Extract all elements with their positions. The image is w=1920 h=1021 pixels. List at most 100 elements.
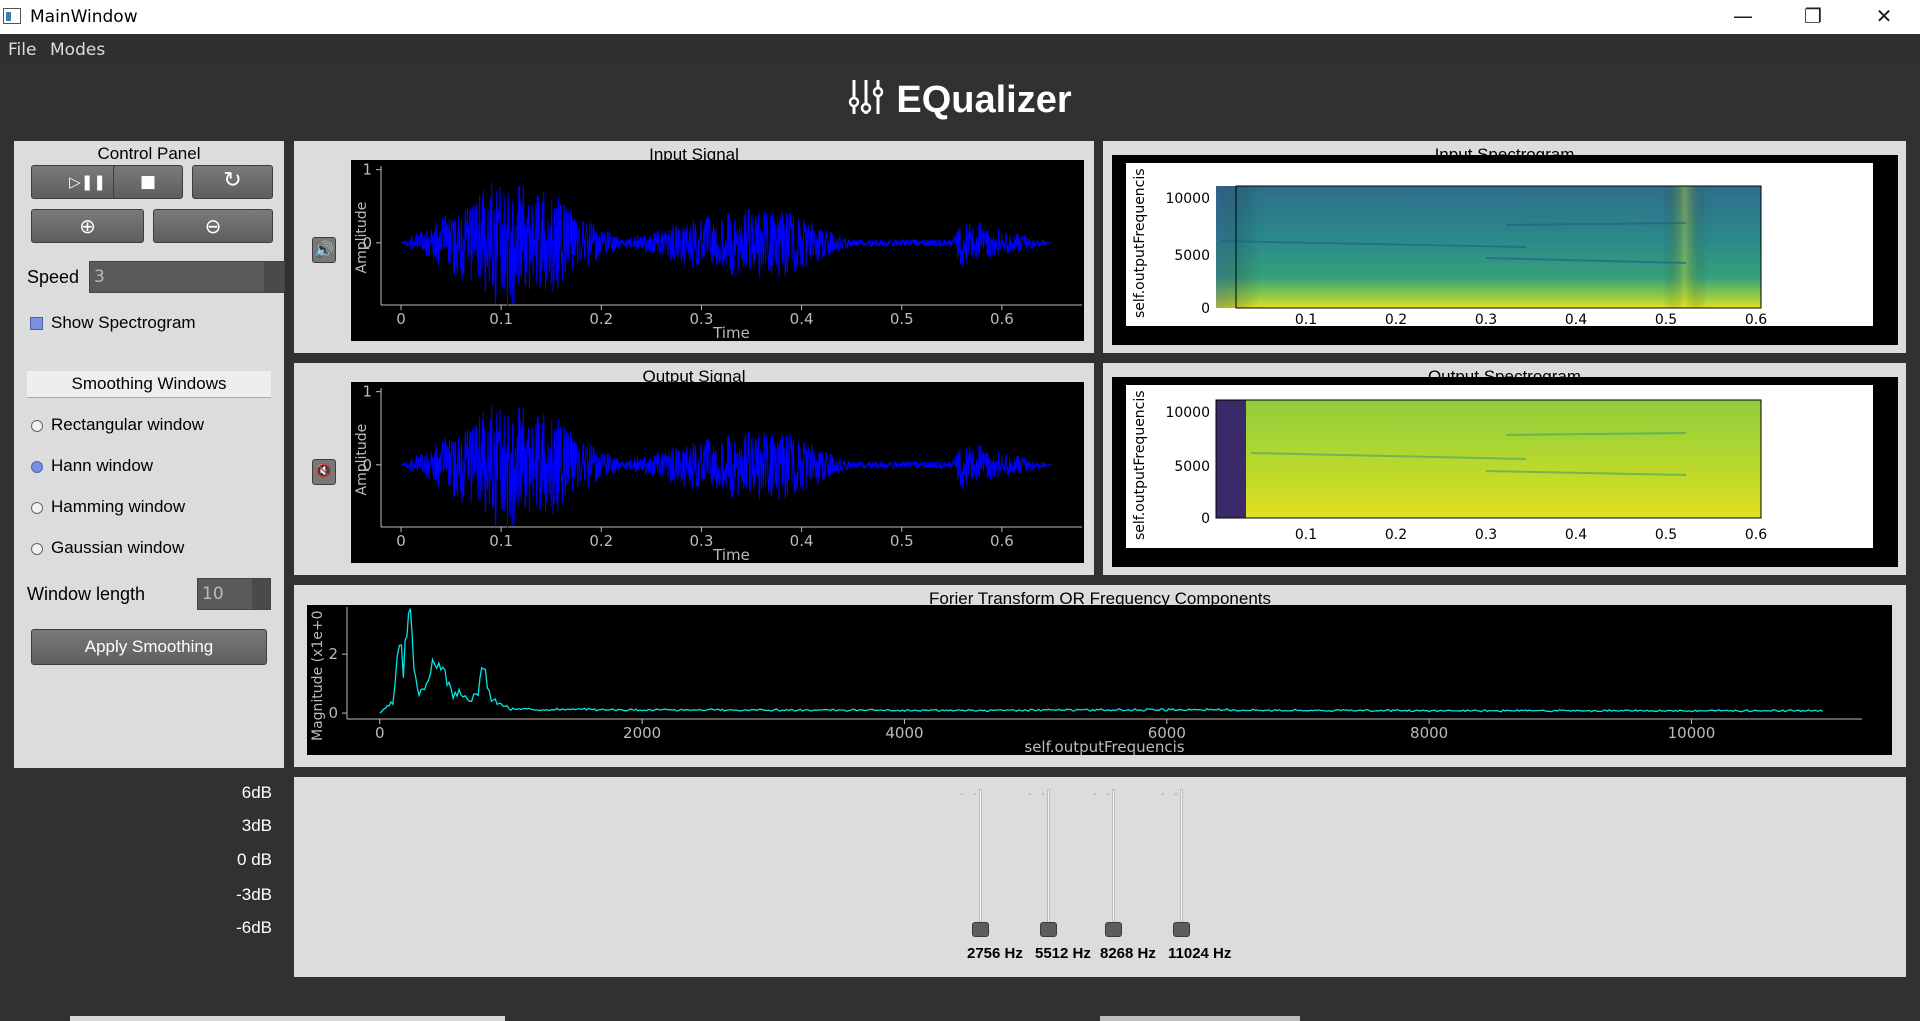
- fourier-ylabel: Magnitude (x1e+0: [310, 610, 326, 741]
- fourier-title: Forier Transform OR Frequency Components: [928, 589, 1271, 608]
- band-slider-2756hz[interactable]: - -: [960, 789, 992, 937]
- speed-value: 3: [94, 267, 105, 287]
- x-tick-label: 4000: [885, 724, 923, 742]
- output-spectrogram-yticks: 10000 5000 0: [1165, 405, 1210, 527]
- window-titlebar: MainWindow — ❐ ✕: [0, 0, 1920, 34]
- input-signal-axes: [380, 166, 1082, 306]
- output-signal-series-line: [401, 404, 1053, 529]
- spec-xtick: 0.5: [1655, 312, 1677, 326]
- spec-ytick: 5000: [1174, 248, 1210, 264]
- slider-track: [1047, 789, 1050, 934]
- slider-handle[interactable]: [1040, 922, 1057, 937]
- control-panel: Control Panel ▷❚❚ ■ ↻ ⊕ ⊖ Speed 3 Show S…: [14, 141, 285, 768]
- spec-xtick: 0.1: [1295, 312, 1317, 326]
- slider-tick-marks: - -: [1028, 789, 1045, 800]
- spec-xtick: 0.3: [1475, 312, 1497, 326]
- restore-button[interactable]: ❐: [1804, 4, 1822, 28]
- speaker-mute-icon: 🔇: [315, 464, 333, 479]
- input-spectrogram-ylabel: self.outputFrequencis: [1132, 168, 1148, 318]
- spec-xtick: 0.6: [1745, 312, 1767, 326]
- input-spectrogram-plot[interactable]: 10000 5000 0 0.1 0.2 0.3 0.4 0.5 0.6 sel…: [1126, 163, 1873, 326]
- band-slider-8268hz[interactable]: - -: [1093, 789, 1125, 937]
- fourier-plot[interactable]: 0 2000 4000 6000 8000 10000 2 0 self.outputFrequ…: [307, 605, 1892, 755]
- db-label: -3dB: [236, 885, 272, 904]
- gaussian-window-label: Gaussian window: [51, 538, 185, 557]
- menu-file[interactable]: File: [8, 40, 37, 60]
- x-tick-label: 0: [396, 532, 406, 550]
- rectangular-window-label: Rectangular window: [51, 415, 205, 434]
- output-spectrogram-frame: 10000 5000 0 0.1 0.2 0.3 0.4 0.5 0.6 sel…: [1112, 377, 1898, 567]
- window-length-label: Window length: [27, 584, 146, 604]
- replay-button[interactable]: ↻: [192, 165, 273, 199]
- speed-input[interactable]: 3: [89, 261, 285, 293]
- db-label: 6dB: [241, 783, 272, 802]
- show-spectrogram-label: Show Spectrogram: [51, 313, 196, 332]
- slider-tick-marks: - -: [960, 789, 977, 800]
- window-length-input[interactable]: 10: [197, 578, 271, 610]
- x-tick-label: 10000: [1668, 724, 1716, 742]
- zoom-out-button[interactable]: ⊖: [153, 209, 273, 243]
- hamming-window-radio[interactable]: [31, 502, 43, 514]
- output-signal-panel: Output Signal 🔇 0 0.1 0.2 0.3 0.4 0.5 0.6 1 0 Tim…: [294, 363, 1094, 575]
- control-panel-title: Control Panel: [97, 144, 201, 163]
- stop-button[interactable]: ■: [113, 165, 183, 199]
- output-audio-button[interactable]: 🔇: [312, 459, 336, 485]
- x-tick-label: 0.5: [890, 532, 914, 550]
- minimize-button[interactable]: —: [1733, 4, 1753, 28]
- input-spectrogram-yticks: 10000 5000 0: [1165, 191, 1210, 317]
- gaussian-window-radio[interactable]: [31, 543, 43, 555]
- input-spectrogram-frame: 10000 5000 0 0.1 0.2 0.3 0.4 0.5 0.6 sel…: [1112, 155, 1898, 345]
- fourier-series-line: [379, 608, 1824, 714]
- output-spectrogram-plot[interactable]: 10000 5000 0 0.1 0.2 0.3 0.4 0.5 0.6 sel…: [1126, 385, 1873, 548]
- slider-track: [979, 789, 982, 934]
- zoom-in-button[interactable]: ⊕: [31, 209, 144, 243]
- window-length-spin-arrows[interactable]: [252, 579, 270, 609]
- spec-xtick: 0.1: [1295, 527, 1317, 543]
- band-label: 2756 Hz: [967, 945, 1023, 962]
- equalizer-panel: - - - - - - - - 2756 Hz 5512 Hz 8268 Hz …: [294, 777, 1906, 977]
- x-tick-label: 2000: [623, 724, 661, 742]
- input-audio-button[interactable]: 🔊: [312, 237, 336, 263]
- output-signal-xlabel: Time: [712, 546, 750, 563]
- speaker-on-icon: 🔊: [314, 240, 334, 259]
- menubar: File Modes: [0, 34, 1920, 64]
- band-slider-11024hz[interactable]: - -: [1161, 789, 1193, 937]
- spec-ytick: 5000: [1174, 459, 1210, 475]
- show-spectrogram-checkbox[interactable]: [30, 317, 43, 330]
- speed-spin-arrows[interactable]: [264, 262, 284, 292]
- horizontal-scrollbar[interactable]: [70, 1016, 505, 1021]
- db-label: -6dB: [236, 918, 272, 937]
- band-slider-5512hz[interactable]: - -: [1028, 789, 1060, 937]
- slider-track: [1180, 789, 1183, 934]
- fourier-panel: Forier Transform OR Frequency Components…: [294, 585, 1906, 767]
- rectangular-window-radio[interactable]: [31, 420, 43, 432]
- apply-smoothing-button[interactable]: Apply Smoothing: [31, 629, 267, 665]
- spec-ytick: 0: [1201, 301, 1210, 317]
- spec-ytick: 0: [1201, 511, 1210, 527]
- input-signal-plot[interactable]: 0 0.1 0.2 0.3 0.4 0.5 0.6 1 0 Time Amplitude: [351, 160, 1084, 341]
- output-spectrogram-xticks: 0.1 0.2 0.3 0.4 0.5 0.6: [1295, 527, 1767, 543]
- x-tick-label: 0.4: [790, 310, 814, 328]
- x-tick-label: 0.2: [589, 532, 613, 550]
- fourier-xlabel: self.outputFrequencis: [1024, 738, 1184, 755]
- x-tick-label: 0: [375, 724, 385, 742]
- x-tick-label: 0.1: [489, 532, 513, 550]
- horizontal-scrollbar-segment[interactable]: [1100, 1016, 1300, 1021]
- db-label: 0 dB: [237, 850, 272, 869]
- hamming-window-label: Hamming window: [51, 497, 186, 516]
- spec-xtick: 0.2: [1385, 312, 1407, 326]
- slider-handle[interactable]: [1173, 922, 1190, 937]
- zoom-out-icon: ⊖: [204, 214, 222, 238]
- hann-window-radio[interactable]: [31, 461, 43, 473]
- slider-handle[interactable]: [1105, 922, 1122, 937]
- menu-modes[interactable]: Modes: [50, 40, 106, 60]
- y-tick-label: 0: [328, 704, 338, 722]
- close-button[interactable]: ✕: [1875, 4, 1893, 28]
- replay-icon: ↻: [223, 168, 242, 193]
- output-spectrogram-ylabel: self.outputFrequencis: [1132, 390, 1148, 540]
- y-tick-label: 0: [362, 234, 372, 252]
- y-tick-label: 1: [362, 383, 372, 401]
- output-signal-plot[interactable]: 0 0.1 0.2 0.3 0.4 0.5 0.6 1 0 Time Amplitude: [351, 382, 1084, 563]
- x-tick-label: 0.1: [489, 310, 513, 328]
- slider-handle[interactable]: [972, 922, 989, 937]
